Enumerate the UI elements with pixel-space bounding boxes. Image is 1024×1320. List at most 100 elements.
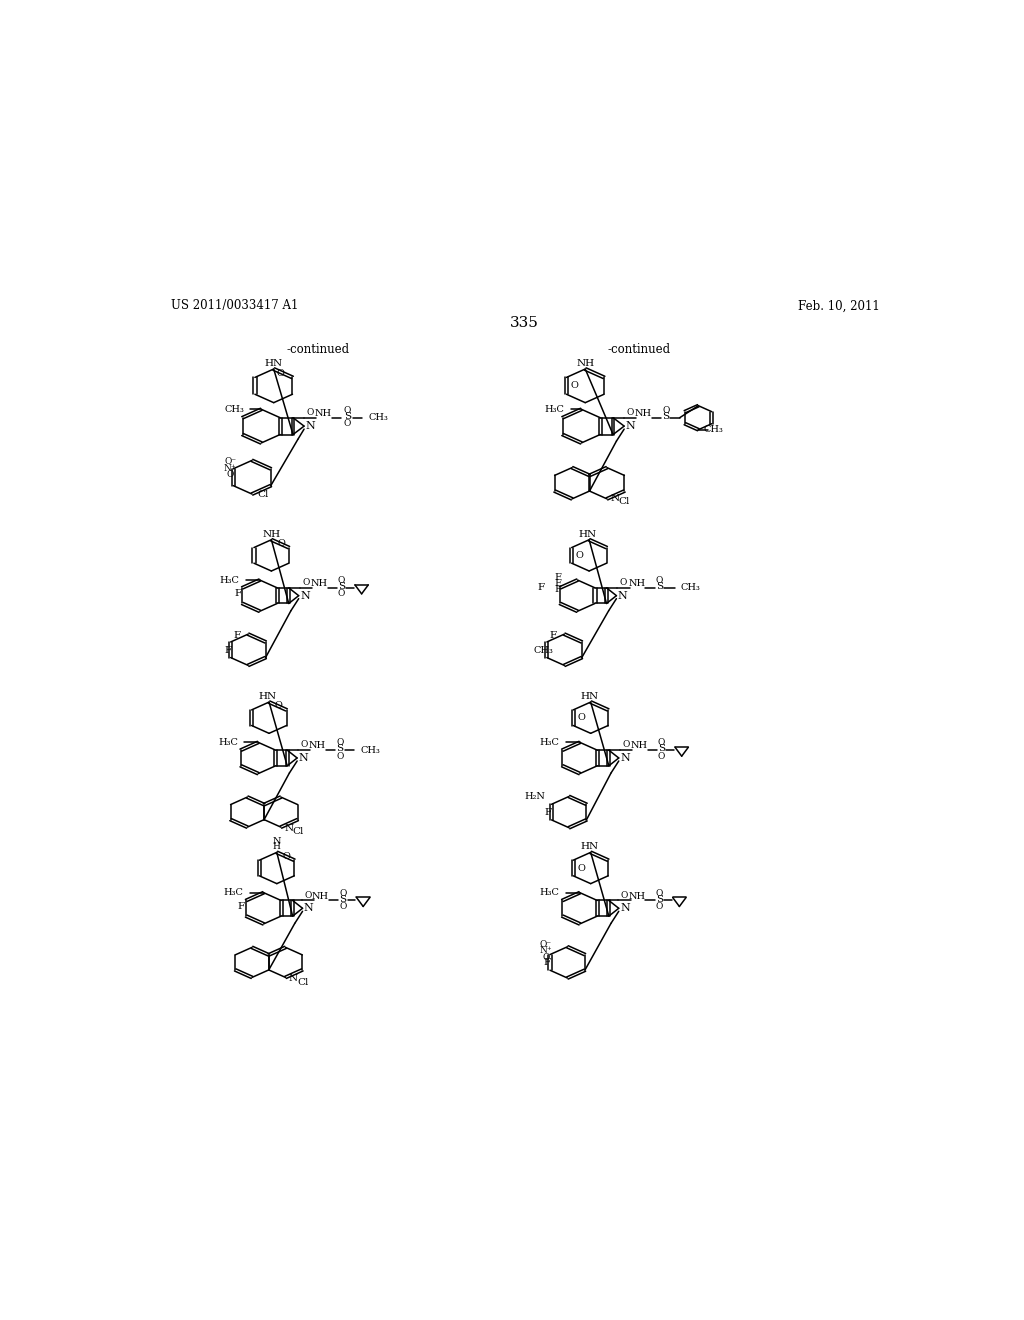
Text: H: H (272, 842, 281, 851)
Text: O: O (283, 851, 291, 861)
Text: S: S (655, 895, 663, 904)
Text: F: F (545, 808, 552, 817)
Text: O: O (278, 539, 285, 548)
Text: O: O (578, 713, 585, 722)
Text: F: F (538, 583, 545, 593)
Text: HN: HN (579, 529, 597, 539)
Text: HN: HN (258, 692, 276, 701)
Text: O: O (339, 902, 347, 911)
Text: O: O (655, 902, 663, 911)
Text: N: N (272, 837, 281, 846)
Text: F: F (234, 589, 242, 598)
Text: O⁻: O⁻ (224, 457, 237, 466)
Text: O: O (655, 576, 663, 585)
Text: O: O (338, 576, 345, 585)
Text: O: O (542, 953, 550, 962)
Text: NH: NH (628, 892, 645, 900)
Text: S: S (655, 582, 663, 591)
Text: Feb. 10, 2011: Feb. 10, 2011 (798, 300, 880, 313)
Text: F: F (554, 578, 561, 587)
Text: CH₃: CH₃ (369, 413, 388, 422)
Text: O: O (276, 368, 285, 378)
Text: F: F (544, 958, 551, 968)
Text: HN: HN (580, 842, 598, 851)
Text: O: O (338, 589, 345, 598)
Text: S: S (658, 744, 666, 754)
Text: F: F (554, 585, 561, 594)
Text: NH: NH (635, 409, 652, 418)
Text: NH: NH (314, 409, 332, 418)
Text: N: N (289, 974, 298, 983)
Text: N⁺: N⁺ (224, 463, 237, 473)
Text: O: O (339, 888, 347, 898)
Text: S: S (344, 412, 351, 421)
Text: N: N (626, 421, 635, 432)
Text: H₃C: H₃C (540, 888, 560, 898)
Text: N: N (621, 903, 630, 913)
Text: F: F (238, 902, 245, 911)
Text: S: S (336, 744, 343, 754)
Text: CH₃: CH₃ (703, 425, 724, 434)
Text: NH: NH (631, 742, 647, 751)
Text: N: N (621, 752, 630, 763)
Text: 335: 335 (510, 315, 540, 330)
Text: O: O (620, 578, 628, 587)
Text: F: F (224, 645, 231, 655)
Text: HN: HN (580, 692, 598, 701)
Text: HN: HN (264, 359, 283, 368)
Text: O: O (623, 741, 630, 750)
Text: O: O (627, 408, 634, 417)
Text: O: O (657, 738, 666, 747)
Text: O: O (344, 420, 351, 428)
Text: O: O (306, 408, 313, 417)
Text: N: N (610, 495, 620, 503)
Text: CH₃: CH₃ (224, 405, 245, 413)
Text: O: O (226, 470, 234, 479)
Text: S: S (339, 895, 346, 904)
Text: N: N (617, 590, 628, 601)
Text: NH: NH (577, 359, 594, 368)
Text: Cl: Cl (257, 490, 268, 499)
Text: S: S (338, 582, 345, 591)
Text: H₃C: H₃C (545, 405, 564, 413)
Text: F: F (550, 631, 557, 640)
Text: N⁺: N⁺ (540, 946, 552, 956)
Text: O: O (655, 888, 663, 898)
Text: Cl: Cl (618, 498, 630, 507)
Text: O: O (302, 578, 309, 587)
Text: O: O (657, 751, 666, 760)
Text: CH₃: CH₃ (534, 645, 554, 655)
Text: H₃C: H₃C (218, 738, 238, 747)
Text: NH: NH (628, 579, 645, 589)
Text: CH₃: CH₃ (681, 583, 700, 593)
Text: O: O (578, 863, 585, 873)
Text: Cl: Cl (297, 978, 308, 987)
Text: O: O (336, 738, 344, 747)
Text: -continued: -continued (287, 343, 349, 355)
Text: NH: NH (309, 742, 326, 751)
Text: O⁻: O⁻ (540, 940, 552, 949)
Text: H₃C: H₃C (220, 576, 240, 585)
Text: O: O (301, 741, 308, 750)
Text: S: S (663, 412, 670, 421)
Text: N: N (284, 824, 293, 833)
Text: H₃C: H₃C (223, 888, 244, 898)
Text: N: N (305, 421, 315, 432)
Text: O: O (336, 751, 344, 760)
Text: O: O (304, 891, 312, 899)
Text: NH: NH (262, 529, 281, 539)
Text: O: O (344, 407, 351, 414)
Text: Cl: Cl (292, 828, 303, 837)
Text: N: N (304, 903, 313, 913)
Text: N: N (300, 590, 309, 601)
Text: NH: NH (312, 892, 329, 900)
Text: O: O (274, 701, 283, 710)
Text: O: O (570, 381, 579, 391)
Text: NH: NH (310, 579, 328, 589)
Text: CH₃: CH₃ (360, 746, 380, 755)
Text: F: F (554, 573, 561, 582)
Text: H₃C: H₃C (540, 738, 560, 747)
Text: O: O (663, 407, 670, 414)
Text: O: O (621, 891, 628, 899)
Text: H₂N: H₂N (525, 792, 546, 801)
